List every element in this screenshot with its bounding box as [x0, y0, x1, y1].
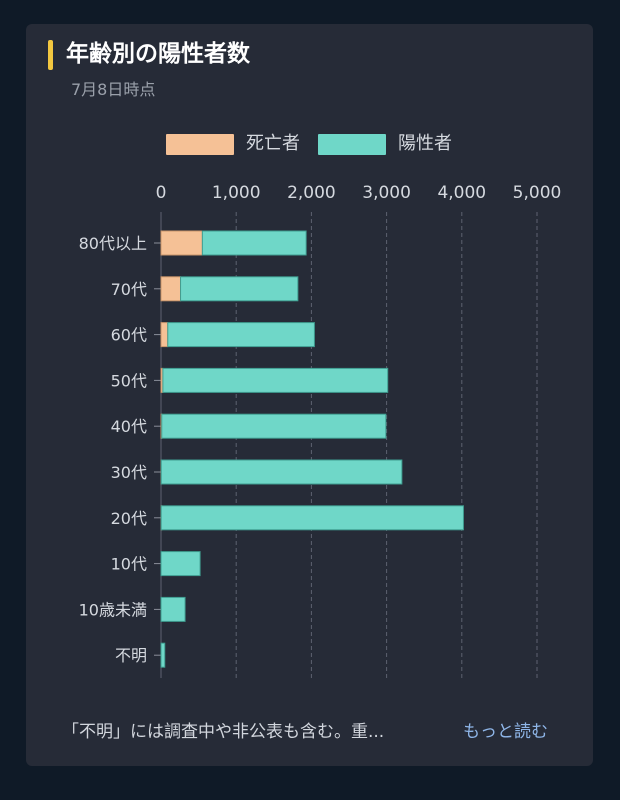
category-label: 60代	[111, 326, 147, 345]
bar-positive	[201, 230, 307, 256]
read-more-link[interactable]: もっと読む	[463, 722, 548, 742]
legend-swatch-deaths	[166, 133, 234, 155]
bar-deaths	[160, 322, 169, 348]
legend-label-deaths: 死亡者	[246, 133, 300, 154]
category-label: 50代	[111, 371, 147, 390]
category-label: 不明	[115, 646, 147, 665]
category-label: 20代	[111, 509, 147, 528]
legend-item-positive: 陽性者	[318, 129, 452, 159]
bar-positive	[180, 276, 299, 302]
x-tick-label: 4,000	[437, 183, 486, 203]
bar-positive	[167, 322, 315, 348]
x-tick-label: 2,000	[287, 183, 336, 203]
category-label: 40代	[111, 417, 147, 436]
legend-label-positive: 陽性者	[398, 133, 452, 154]
category-label: 10代	[111, 555, 147, 574]
bar-positive	[160, 596, 186, 622]
bar-deaths	[160, 230, 203, 256]
bar-positive	[160, 505, 464, 531]
chart-date: 7月8日時点	[71, 80, 156, 99]
bar-deaths	[160, 276, 182, 302]
chart-title: 年齢別の陽性者数	[66, 41, 250, 67]
bar-positive	[162, 367, 389, 393]
category-label: 30代	[111, 463, 147, 482]
title-accent-bar	[48, 40, 53, 70]
x-tick-label: 1,000	[212, 183, 261, 203]
chart-card: 年齢別の陽性者数 7月8日時点 死亡者 陽性者 0 1,000 2,000 3,000…	[26, 24, 593, 766]
bar-positive	[160, 642, 166, 668]
category-label: 10歳未満	[79, 600, 147, 619]
category-label: 70代	[111, 280, 147, 299]
bar-chart: 0 1,000 2,000 3,000 4,000 5,000 80代以上 70代 60代 50代…	[79, 183, 562, 678]
bar-positive	[160, 459, 403, 485]
x-tick-label: 0	[156, 183, 167, 203]
bar-positive	[160, 551, 201, 577]
legend-item-deaths: 死亡者	[166, 129, 300, 159]
bar-positive	[161, 413, 387, 439]
x-tick-label: 5,000	[513, 183, 562, 203]
category-label: 80代以上	[79, 234, 147, 253]
legend-swatch-positive	[318, 133, 386, 155]
footer-note: 「不明」には調査中や非公表も含む。重...	[62, 722, 385, 742]
x-tick-label: 3,000	[362, 183, 411, 203]
